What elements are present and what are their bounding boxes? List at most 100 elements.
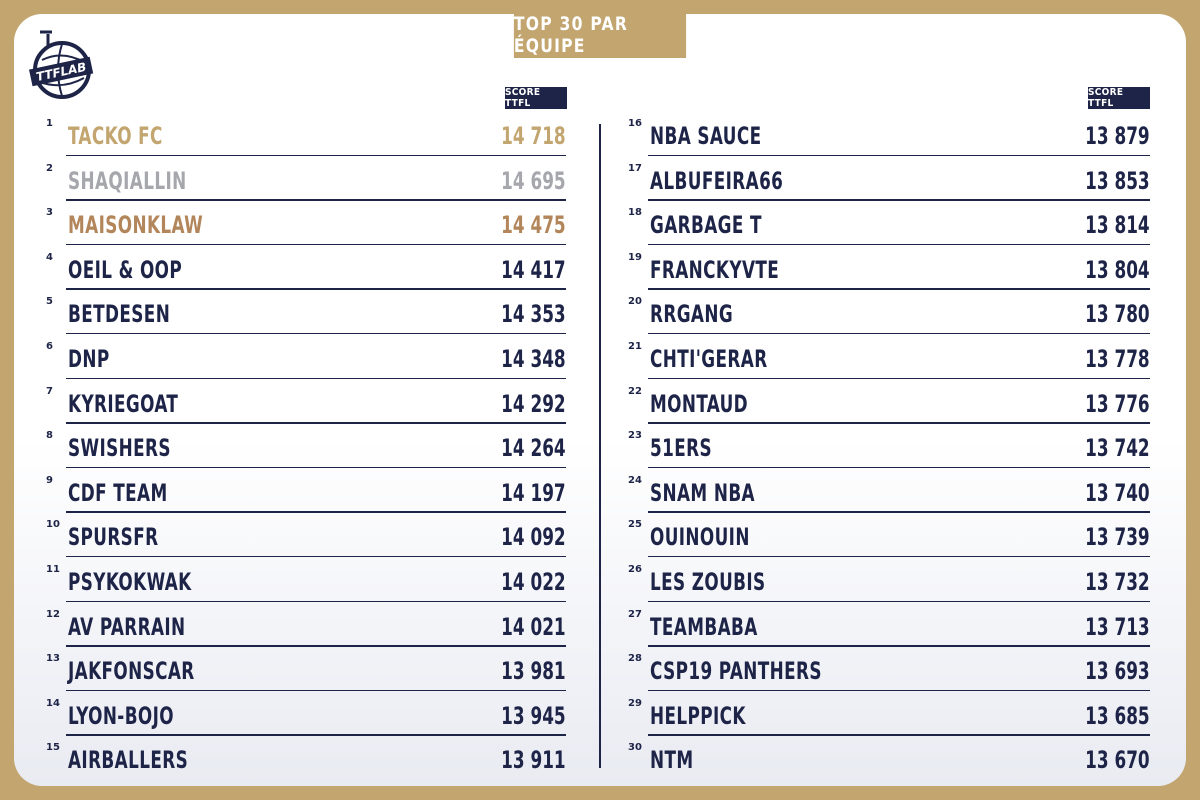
row-separator	[648, 332, 1150, 335]
row-separator	[66, 154, 566, 156]
team-row: 27 TEAMBABA 13 713	[628, 603, 1150, 647]
team-rank: 13	[46, 653, 60, 665]
team-score: 14 417	[501, 255, 566, 284]
ttflab-logo: TTFLAB	[29, 30, 94, 99]
team-row: 26 LES ZOUBIS 13 732	[628, 558, 1150, 602]
team-score: 14 092	[501, 523, 566, 552]
team-score: 13 732	[1085, 568, 1150, 596]
team-name: 51ERS	[650, 434, 712, 463]
team-rank: 8	[46, 430, 53, 442]
team-score: 14 718	[501, 122, 566, 150]
row-separator	[66, 199, 566, 201]
team-row: 24 SNAM NBA 13 740	[628, 469, 1150, 513]
team-row: 7 KYRIEGOAT 14 292	[46, 380, 566, 424]
team-rank: 12	[46, 608, 60, 620]
team-score: 14 475	[501, 211, 566, 240]
team-score: 13 742	[1085, 434, 1150, 463]
row-separator	[648, 555, 1150, 558]
team-score: 13 804	[1085, 255, 1150, 284]
team-score: 14 695	[501, 166, 566, 195]
team-name: RRGANG	[650, 300, 734, 329]
team-row: 25 OUINOUIN 13 739	[628, 513, 1150, 558]
team-rank: 21	[628, 341, 642, 352]
team-row: 29 HELPPICK 13 685	[628, 692, 1150, 736]
team-rank: 19	[628, 251, 642, 263]
team-rank: 7	[46, 385, 53, 397]
team-name: OUINOUIN	[650, 523, 750, 552]
team-row: 28 CSP19 PANTHERS 13 693	[628, 647, 1150, 692]
team-rank: 9	[46, 474, 53, 486]
team-rank: 27	[628, 608, 642, 620]
team-rank: 24	[628, 474, 642, 486]
team-rank: 16	[628, 118, 642, 129]
team-row: 10 SPURSFR 14 092	[46, 513, 566, 558]
team-name: CSP19 PANTHERS	[650, 657, 822, 686]
team-row: 4 OEIL & OOP 14 417	[46, 246, 566, 290]
row-separator	[66, 734, 566, 736]
team-score: 13 739	[1085, 523, 1150, 552]
team-score: 13 853	[1085, 166, 1150, 195]
team-name: NTM	[650, 746, 694, 775]
team-score: 13 879	[1085, 122, 1150, 150]
row-separator	[66, 689, 566, 692]
team-score: 14 348	[501, 345, 566, 373]
team-name: SWISHERS	[68, 434, 171, 463]
row-separator	[648, 154, 1150, 156]
row-separator	[66, 555, 566, 558]
row-separator	[66, 422, 566, 424]
team-score: 14 353	[501, 300, 566, 329]
team-row: 6 DNP 14 348	[46, 335, 566, 379]
team-score: 14 021	[501, 612, 566, 641]
row-separator	[648, 645, 1150, 647]
row-separator	[648, 511, 1150, 513]
row-separator	[648, 734, 1150, 736]
team-row: 14 LYON-BOJO 13 945	[46, 692, 566, 736]
team-row: 30 NTM 13 670	[628, 736, 1150, 780]
team-score: 13 685	[1085, 701, 1150, 730]
team-row: 16 NBA SAUCE 13 879	[628, 112, 1150, 156]
row-separator	[66, 288, 566, 290]
team-row: 17 ALBUFEIRA66 13 853	[628, 157, 1150, 201]
team-name: LES ZOUBIS	[650, 568, 766, 596]
team-score: 13 778	[1085, 345, 1150, 373]
row-separator	[648, 600, 1150, 602]
team-rank: 22	[628, 385, 642, 397]
row-separator	[648, 466, 1150, 469]
row-separator	[66, 600, 566, 602]
team-name: BETDESEN	[68, 300, 171, 329]
team-rank: 5	[46, 296, 53, 308]
team-name: TACKO FC	[68, 122, 163, 150]
row-separator	[66, 466, 566, 469]
team-row: 9 CDF TEAM 14 197	[46, 469, 566, 513]
team-name: AV PARRAIN	[68, 612, 186, 641]
team-rank: 15	[46, 742, 60, 754]
team-row: 11 PSYKOKWAK 14 022	[46, 558, 566, 602]
team-name: KYRIEGOAT	[68, 389, 179, 418]
team-score: 13 670	[1085, 746, 1150, 775]
team-name: CDF TEAM	[68, 478, 168, 507]
team-rank: 20	[628, 296, 642, 308]
team-row: 13 JAKFONSCAR 13 981	[46, 647, 566, 692]
team-row: 22 MONTAUD 13 776	[628, 380, 1150, 424]
team-rank: 10	[46, 519, 60, 531]
team-rank: 2	[46, 162, 53, 174]
team-name: DNP	[68, 345, 110, 373]
team-name: CHTI'GERAR	[650, 345, 768, 373]
team-name: FRANCKYVTE	[650, 255, 780, 284]
team-score: 14 264	[501, 434, 566, 463]
team-name: SPURSFR	[68, 523, 159, 552]
team-row: 2 SHAQIALLIN 14 695	[46, 157, 566, 201]
team-row: 23 51ERS 13 742	[628, 424, 1150, 469]
team-score: 13 713	[1085, 612, 1150, 641]
team-name: OEIL & OOP	[68, 255, 183, 284]
team-score: 14 022	[501, 568, 566, 596]
team-name: NBA SAUCE	[650, 122, 762, 150]
team-row: 21 CHTI'GERAR 13 778	[628, 335, 1150, 379]
team-rank: 6	[46, 341, 53, 352]
team-rank: 29	[628, 697, 642, 709]
team-score: 13 945	[501, 701, 566, 730]
row-separator	[648, 422, 1150, 424]
team-score: 13 981	[501, 657, 566, 686]
team-rank: 28	[628, 653, 642, 665]
team-row: 3 MAISONKLAW 14 475	[46, 201, 566, 246]
